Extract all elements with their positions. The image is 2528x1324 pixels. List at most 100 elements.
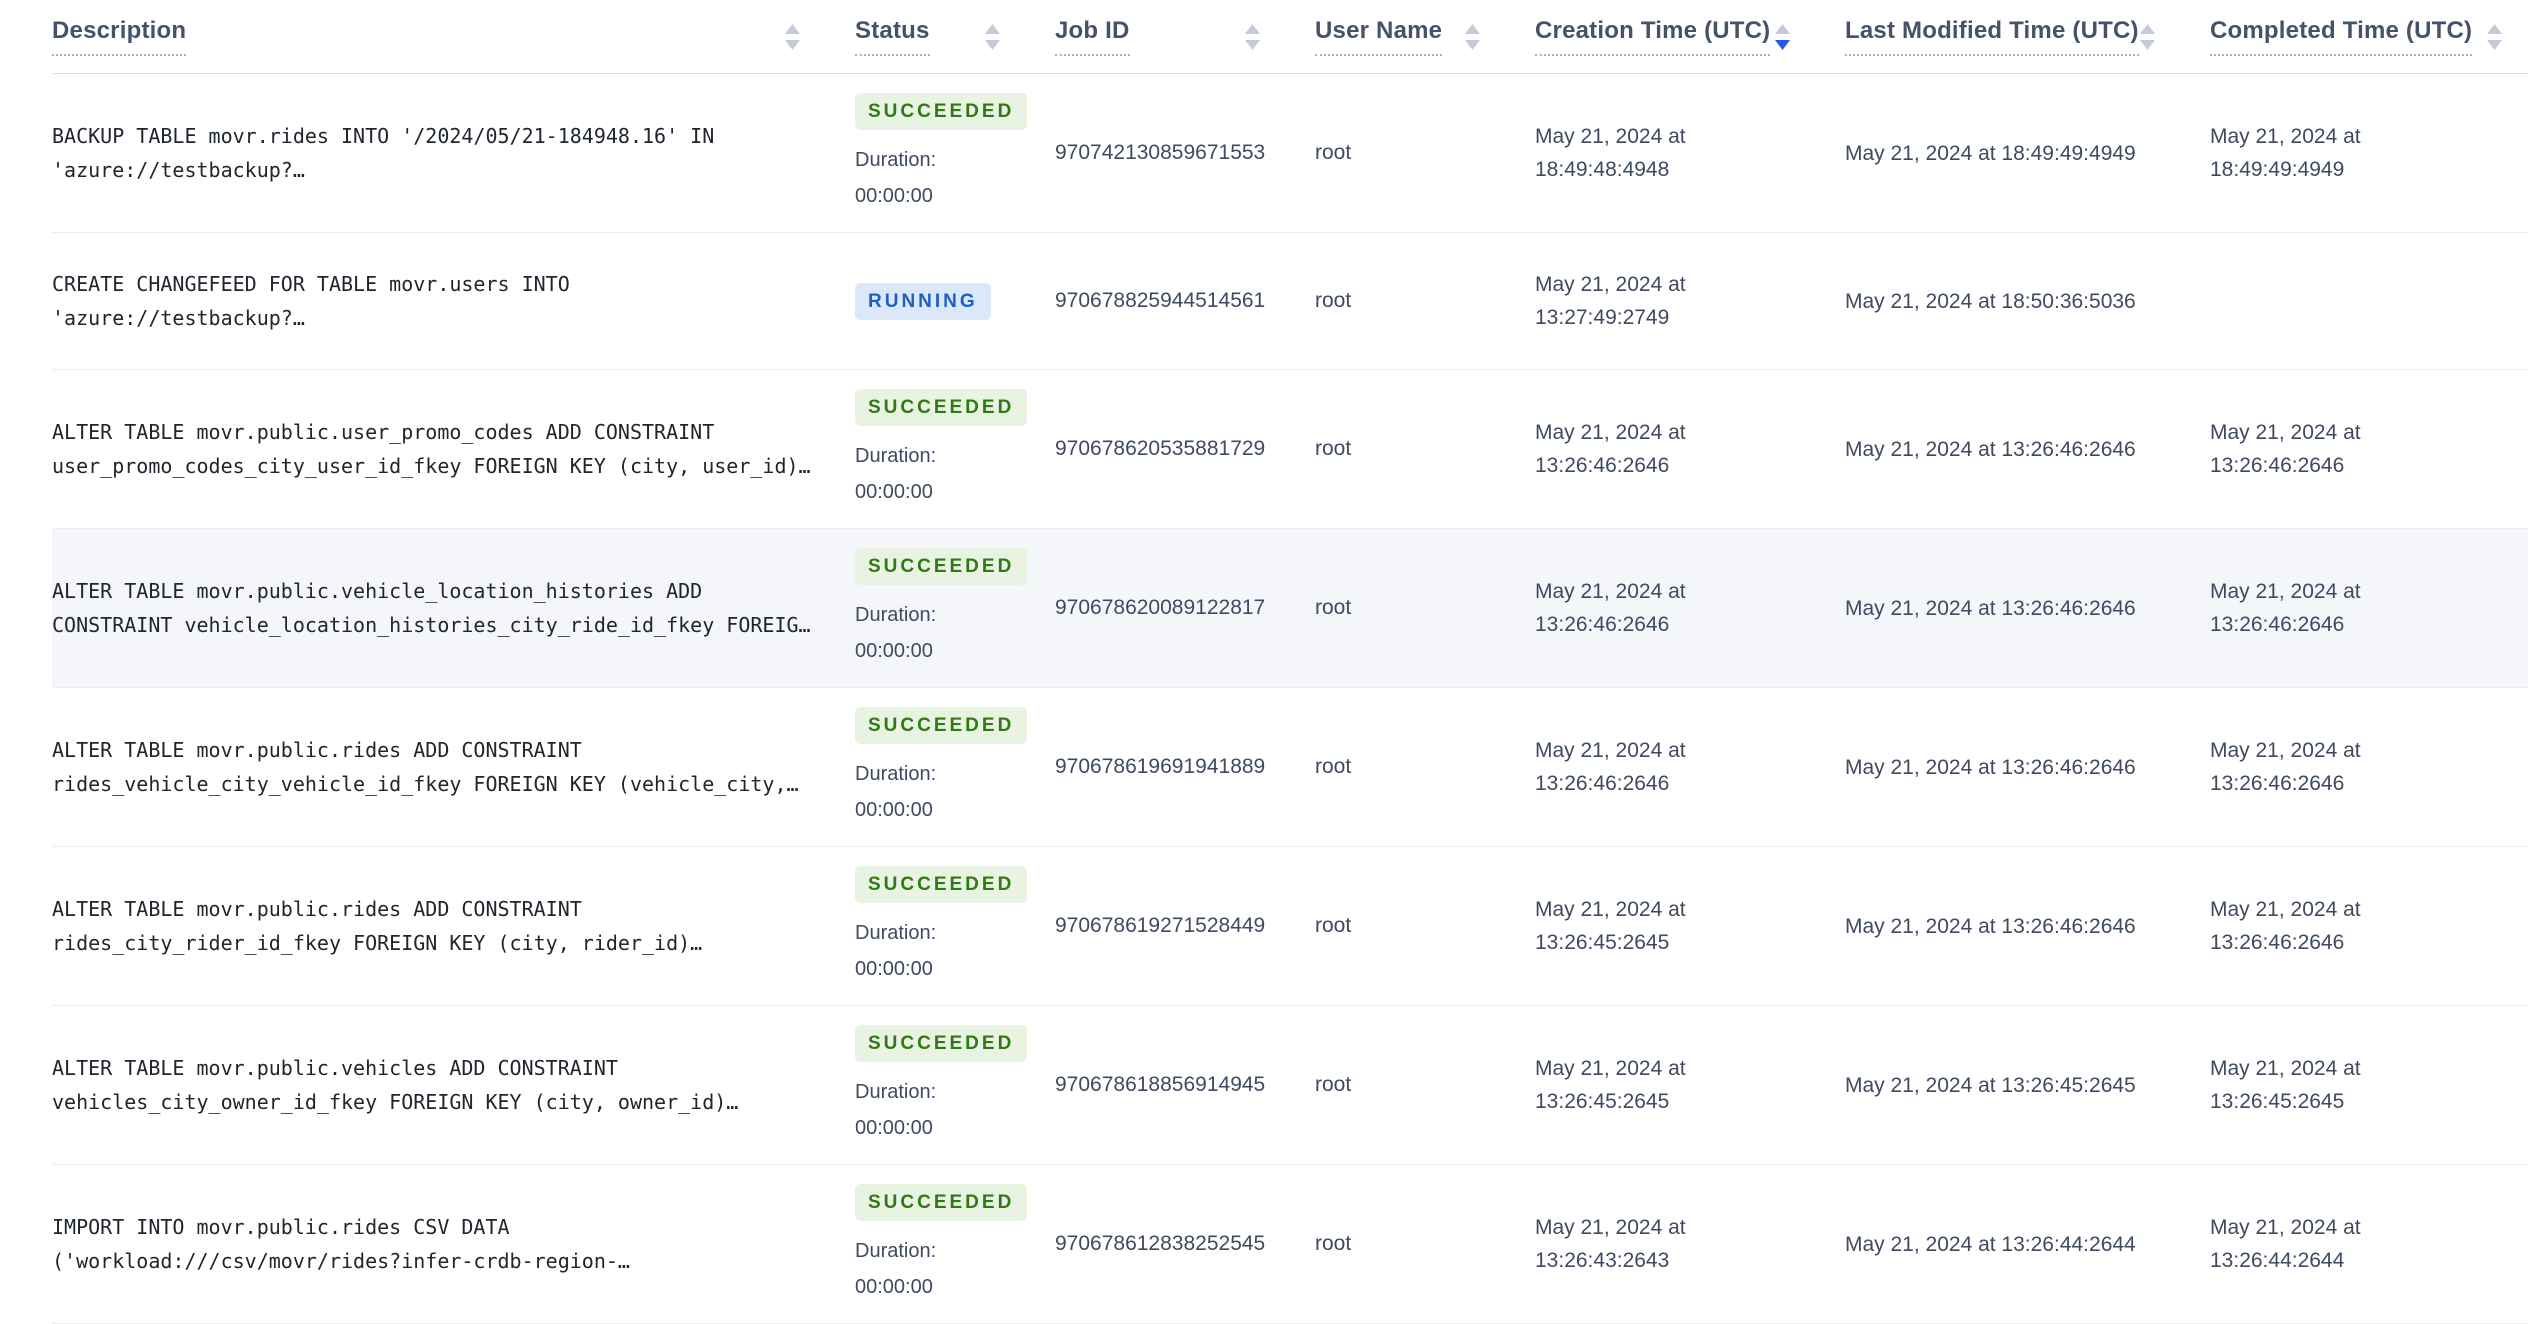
column-header-label[interactable]: Last Modified Time (UTC) <box>1845 17 2139 56</box>
job-duration: Duration: 00:00:00 <box>855 762 937 821</box>
column-header-last-modified-time[interactable]: Last Modified Time (UTC) <box>1845 17 2210 56</box>
table-row[interactable]: ALTER TABLE movr.public.vehicle_location… <box>52 529 2528 688</box>
user-name: root <box>1315 289 1352 312</box>
status-badge: SUCCEEDED <box>855 865 1028 903</box>
job-status-cell: SUCCEEDED Duration: 00:00:00 <box>855 865 1055 987</box>
job-id: 970678620089122817 <box>1055 596 1266 619</box>
job-id: 970678619271528449 <box>1055 914 1266 937</box>
column-header-label[interactable]: Job ID <box>1055 17 1130 56</box>
column-header-label[interactable]: Description <box>52 17 187 56</box>
sort-arrows-icon[interactable] <box>785 23 800 50</box>
status-badge: SUCCEEDED <box>855 1183 1028 1221</box>
job-description-link[interactable]: IMPORT INTO movr.public.rides CSV DATA (… <box>52 1215 630 1273</box>
user-name: root <box>1315 914 1352 937</box>
job-description-link[interactable]: BACKUP TABLE movr.rides INTO '/2024/05/2… <box>52 124 715 182</box>
completed-time: May 21, 2024 at 13:26:45:2645 <box>2210 1057 2361 1113</box>
job-id: 970678825944514561 <box>1055 289 1266 312</box>
sort-descending-icon <box>785 39 800 50</box>
job-description-link[interactable]: ALTER TABLE movr.public.vehicle_location… <box>52 579 811 637</box>
user-name: root <box>1315 596 1352 619</box>
job-status-cell: SUCCEEDED Duration: 00:00:00 <box>855 92 1055 214</box>
sort-descending-icon <box>1245 39 1260 50</box>
last-modified-time: May 21, 2024 at 13:26:46:2646 <box>1845 914 2136 938</box>
creation-time: May 21, 2024 at 13:26:45:2645 <box>1535 1057 1686 1113</box>
last-modified-time: May 21, 2024 at 13:26:46:2646 <box>1845 596 2136 620</box>
sort-ascending-icon <box>1465 23 1480 34</box>
status-badge: SUCCEEDED <box>855 92 1028 130</box>
last-modified-time: May 21, 2024 at 13:26:46:2646 <box>1845 437 2136 461</box>
job-duration: Duration: 00:00:00 <box>855 921 937 980</box>
sort-descending-icon <box>1465 39 1480 50</box>
job-description-link[interactable]: ALTER TABLE movr.public.rides ADD CONSTR… <box>52 897 703 955</box>
last-modified-time: May 21, 2024 at 13:26:46:2646 <box>1845 755 2136 779</box>
job-status-cell: SUCCEEDED Duration: 00:00:00 <box>855 547 1055 669</box>
table-body: BACKUP TABLE movr.rides INTO '/2024/05/2… <box>52 74 2528 1324</box>
sort-descending-icon <box>2140 39 2155 50</box>
completed-time: May 21, 2024 at 13:26:46:2646 <box>2210 421 2361 477</box>
table-row[interactable]: CREATE CHANGEFEED FOR TABLE movr.users I… <box>52 233 2528 370</box>
sort-arrows-icon[interactable] <box>1775 23 1790 50</box>
creation-time: May 21, 2024 at 18:49:48:4948 <box>1535 125 1686 181</box>
user-name: root <box>1315 141 1352 164</box>
job-duration: Duration: 00:00:00 <box>855 1239 937 1298</box>
column-header-label[interactable]: Completed Time (UTC) <box>2210 17 2473 56</box>
completed-time: May 21, 2024 at 13:26:44:2644 <box>2210 1216 2361 1272</box>
job-id: 970678619691941889 <box>1055 755 1266 778</box>
creation-time: May 21, 2024 at 13:27:49:2749 <box>1535 273 1686 329</box>
status-badge: SUCCEEDED <box>855 547 1028 585</box>
table-header-row: Description Status Job ID User Name Crea… <box>52 0 2528 74</box>
job-status-cell: SUCCEEDED Duration: 00:00:00 <box>855 706 1055 828</box>
sort-arrows-icon[interactable] <box>1465 23 1480 50</box>
column-header-label[interactable]: Creation Time (UTC) <box>1535 17 1771 56</box>
job-id: 970678618856914945 <box>1055 1073 1266 1096</box>
table-row[interactable]: ALTER TABLE movr.public.rides ADD CONSTR… <box>52 847 2528 1006</box>
job-status-cell: SUCCEEDED Duration: 00:00:00 <box>855 1024 1055 1146</box>
sort-ascending-icon <box>2487 23 2502 34</box>
sort-descending-icon <box>985 39 1000 50</box>
job-id: 970678620535881729 <box>1055 437 1266 460</box>
last-modified-time: May 21, 2024 at 13:26:44:2644 <box>1845 1232 2136 1256</box>
table-row[interactable]: ALTER TABLE movr.public.vehicles ADD CON… <box>52 1006 2528 1165</box>
column-header-description[interactable]: Description <box>52 17 855 56</box>
creation-time: May 21, 2024 at 13:26:46:2646 <box>1535 580 1686 636</box>
last-modified-time: May 21, 2024 at 18:50:36:5036 <box>1845 289 2136 313</box>
table-row[interactable]: ALTER TABLE movr.public.user_promo_codes… <box>52 370 2528 529</box>
column-header-label[interactable]: User Name <box>1315 17 1443 56</box>
user-name: root <box>1315 437 1352 460</box>
creation-time: May 21, 2024 at 13:26:43:2643 <box>1535 1216 1686 1272</box>
table-row[interactable]: ALTER TABLE movr.public.rides ADD CONSTR… <box>52 688 2528 847</box>
job-status-cell: SUCCEEDED Duration: 00:00:00 <box>855 1183 1055 1305</box>
job-description-link[interactable]: ALTER TABLE movr.public.user_promo_codes… <box>52 420 811 478</box>
completed-time: May 21, 2024 at 13:26:46:2646 <box>2210 898 2361 954</box>
creation-time: May 21, 2024 at 13:26:46:2646 <box>1535 739 1686 795</box>
sort-descending-icon <box>1775 39 1790 50</box>
column-header-status[interactable]: Status <box>855 17 1055 56</box>
table-row[interactable]: BACKUP TABLE movr.rides INTO '/2024/05/2… <box>52 74 2528 233</box>
job-id: 970678612838252545 <box>1055 1232 1266 1255</box>
status-badge: SUCCEEDED <box>855 1024 1028 1062</box>
sort-arrows-icon[interactable] <box>1245 23 1260 50</box>
job-status-cell: RUNNING <box>855 282 1055 320</box>
job-duration: Duration: 00:00:00 <box>855 1080 937 1139</box>
sort-arrows-icon[interactable] <box>2140 23 2155 50</box>
sort-arrows-icon[interactable] <box>985 23 1000 50</box>
column-header-creation-time[interactable]: Creation Time (UTC) <box>1535 17 1845 56</box>
completed-time: May 21, 2024 at 13:26:46:2646 <box>2210 739 2361 795</box>
completed-time: May 21, 2024 at 18:49:49:4949 <box>2210 125 2361 181</box>
creation-time: May 21, 2024 at 13:26:45:2645 <box>1535 898 1686 954</box>
column-header-user-name[interactable]: User Name <box>1315 17 1535 56</box>
column-header-completed-time[interactable]: Completed Time (UTC) <box>2210 17 2528 56</box>
sort-ascending-icon <box>985 23 1000 34</box>
job-description-link[interactable]: ALTER TABLE movr.public.vehicles ADD CON… <box>52 1056 739 1114</box>
table-row[interactable]: IMPORT INTO movr.public.rides CSV DATA (… <box>52 1165 2528 1324</box>
column-header-label[interactable]: Status <box>855 17 930 56</box>
job-description-link[interactable]: CREATE CHANGEFEED FOR TABLE movr.users I… <box>52 272 570 330</box>
job-status-cell: SUCCEEDED Duration: 00:00:00 <box>855 388 1055 510</box>
job-description-link[interactable]: ALTER TABLE movr.public.rides ADD CONSTR… <box>52 738 799 796</box>
job-duration: Duration: 00:00:00 <box>855 148 937 207</box>
job-duration: Duration: 00:00:00 <box>855 444 937 503</box>
sort-arrows-icon[interactable] <box>2487 23 2502 50</box>
column-header-job-id[interactable]: Job ID <box>1055 17 1315 56</box>
user-name: root <box>1315 1232 1352 1255</box>
sort-descending-icon <box>2487 39 2502 50</box>
